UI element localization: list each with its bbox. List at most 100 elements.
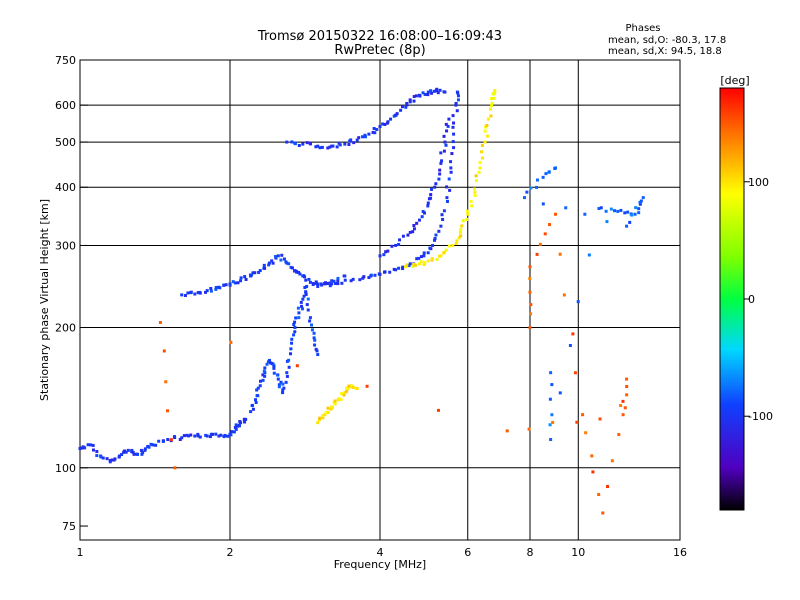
data-point bbox=[310, 323, 314, 327]
data-point bbox=[558, 391, 562, 395]
data-point bbox=[426, 201, 430, 205]
data-point bbox=[243, 420, 247, 424]
data-point bbox=[222, 435, 226, 439]
data-point bbox=[279, 258, 283, 262]
data-point bbox=[434, 233, 438, 237]
data-point bbox=[371, 130, 375, 134]
data-point bbox=[318, 416, 322, 420]
data-point bbox=[95, 454, 99, 458]
data-point bbox=[571, 332, 575, 336]
data-point bbox=[443, 90, 447, 94]
data-point bbox=[330, 282, 334, 286]
data-point bbox=[367, 276, 371, 280]
data-point bbox=[418, 94, 422, 98]
data-point bbox=[295, 364, 299, 368]
data-point bbox=[488, 107, 492, 111]
grid-lines bbox=[80, 60, 680, 540]
data-point bbox=[394, 243, 398, 247]
data-point bbox=[234, 423, 238, 427]
data-point bbox=[332, 279, 336, 283]
data-point bbox=[422, 251, 426, 255]
data-point bbox=[251, 407, 255, 411]
data-point bbox=[437, 229, 441, 233]
data-point bbox=[285, 261, 289, 265]
data-point bbox=[228, 283, 232, 287]
data-point bbox=[573, 371, 577, 375]
data-point bbox=[258, 384, 262, 388]
data-point bbox=[394, 268, 398, 272]
data-point bbox=[204, 290, 208, 294]
data-point bbox=[378, 254, 382, 258]
data-point bbox=[401, 234, 405, 238]
data-point bbox=[290, 140, 294, 144]
data-point bbox=[414, 94, 418, 98]
data-point bbox=[528, 326, 532, 330]
data-point bbox=[562, 293, 566, 297]
data-point bbox=[99, 455, 103, 459]
data-point bbox=[448, 188, 452, 192]
data-point bbox=[480, 143, 484, 147]
x-tick-label: 10 bbox=[571, 546, 585, 559]
data-point bbox=[324, 410, 328, 414]
data-point bbox=[461, 219, 465, 223]
data-point bbox=[444, 143, 448, 147]
data-point bbox=[276, 377, 280, 381]
data-point bbox=[289, 347, 293, 351]
data-point bbox=[126, 448, 130, 452]
data-point bbox=[492, 96, 496, 100]
data-point bbox=[331, 144, 335, 148]
data-point bbox=[263, 266, 267, 270]
phases-x-stats: mean, sd,X: 94.5, 18.8 bbox=[608, 46, 722, 57]
data-point bbox=[528, 265, 532, 269]
chart-title: Tromsø 20150322 16:08:00–16:09:43 bbox=[257, 29, 502, 44]
data-point bbox=[486, 117, 490, 121]
data-point bbox=[623, 406, 627, 410]
data-point bbox=[131, 450, 135, 454]
data-point bbox=[470, 204, 474, 208]
y-tick-label: 200 bbox=[55, 322, 76, 335]
data-point bbox=[473, 190, 477, 194]
data-point bbox=[634, 206, 638, 210]
data-point bbox=[101, 456, 105, 460]
data-point bbox=[328, 281, 332, 285]
data-point bbox=[529, 186, 533, 190]
data-point bbox=[429, 193, 433, 197]
data-point bbox=[323, 282, 327, 286]
data-point bbox=[404, 105, 408, 109]
data-point bbox=[403, 265, 407, 269]
data-point bbox=[303, 285, 307, 289]
data-point bbox=[553, 166, 557, 170]
data-point bbox=[298, 272, 302, 276]
data-point bbox=[95, 450, 99, 454]
data-point bbox=[479, 150, 483, 154]
data-point bbox=[365, 384, 369, 388]
data-point bbox=[304, 290, 308, 294]
data-point bbox=[305, 284, 309, 288]
data-point bbox=[616, 209, 620, 213]
data-point bbox=[423, 261, 427, 265]
data-point bbox=[304, 292, 308, 296]
data-point bbox=[581, 413, 585, 417]
data-point bbox=[445, 199, 449, 203]
data-point bbox=[605, 220, 609, 224]
data-point bbox=[261, 378, 265, 382]
data-point bbox=[451, 114, 455, 118]
data-point bbox=[313, 338, 317, 342]
data-point bbox=[301, 297, 305, 301]
data-point bbox=[237, 423, 241, 427]
data-point bbox=[92, 448, 96, 452]
data-point bbox=[422, 263, 426, 267]
data-point bbox=[576, 300, 580, 304]
data-point bbox=[307, 277, 311, 281]
data-point bbox=[452, 121, 456, 125]
data-point bbox=[442, 149, 446, 153]
data-point bbox=[249, 410, 253, 414]
data-point bbox=[395, 112, 399, 116]
data-point bbox=[535, 185, 539, 189]
data-point bbox=[173, 466, 177, 470]
data-point bbox=[233, 281, 237, 285]
data-point bbox=[474, 179, 478, 183]
data-point bbox=[575, 420, 579, 424]
data-point bbox=[430, 91, 434, 95]
data-point bbox=[183, 293, 187, 297]
